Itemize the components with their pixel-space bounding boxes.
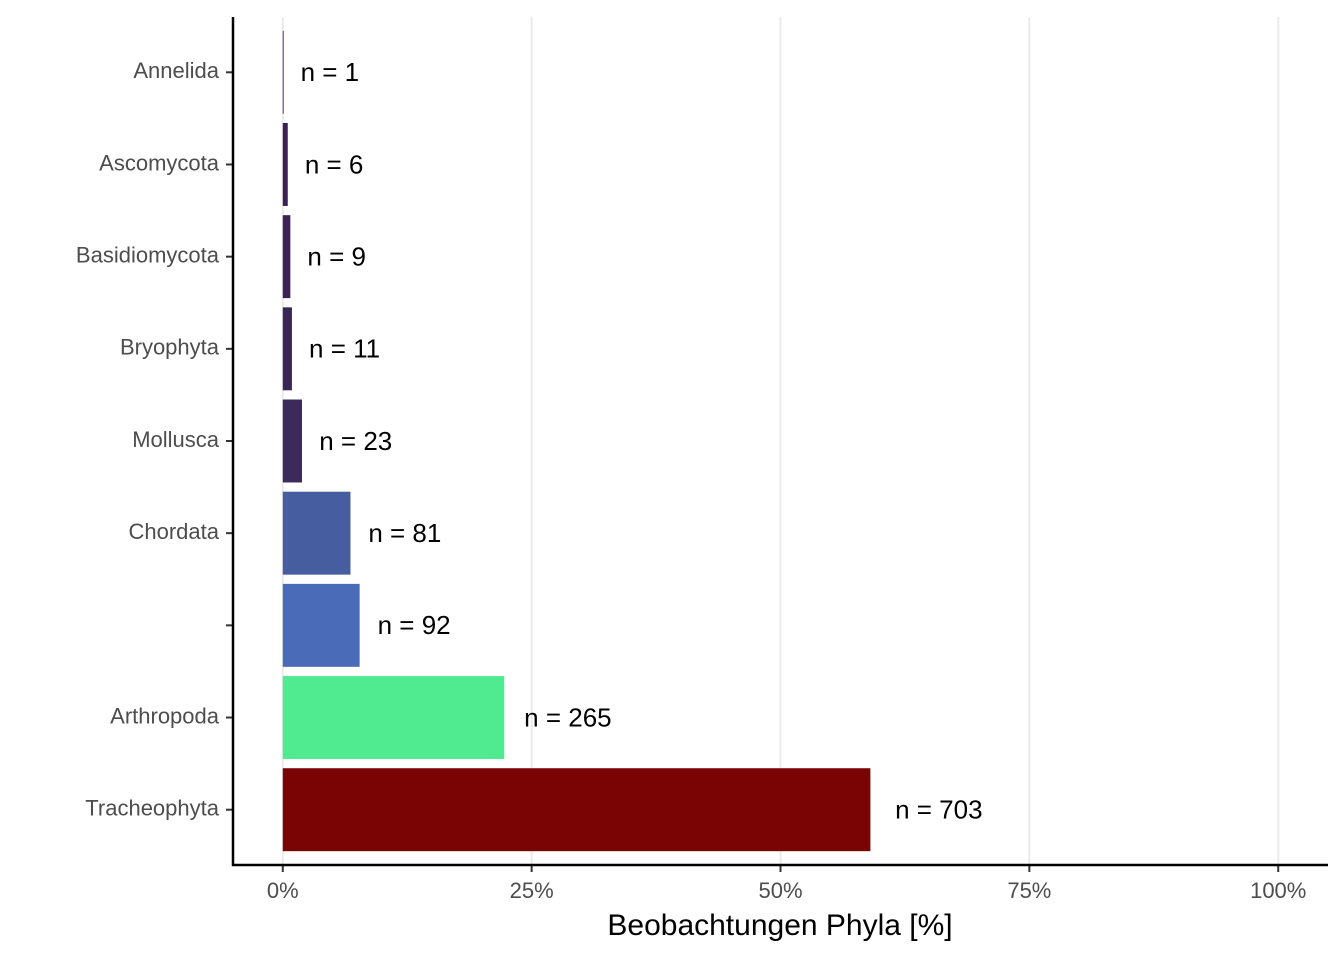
bar-label: n = 23: [319, 426, 392, 456]
x-tick-label: 50%: [758, 878, 802, 903]
bar: [282, 123, 288, 206]
y-tick-label: Mollusca: [132, 427, 220, 452]
x-axis-title: Beobachtungen Phyla [%]: [607, 909, 952, 942]
x-tick-label: 75%: [1007, 878, 1051, 903]
y-tick-label: Bryophyta: [120, 335, 220, 360]
bar: [282, 676, 505, 759]
bar-label: n = 6: [305, 149, 364, 179]
bar-label: n = 703: [895, 795, 982, 825]
bar-label: n = 11: [309, 334, 380, 364]
bar: [282, 30, 284, 114]
bar-label: n = 1: [301, 57, 360, 87]
x-tick-label: 0%: [267, 878, 299, 903]
x-tick-label: 25%: [510, 878, 554, 903]
bar: [282, 768, 871, 852]
bar: [282, 491, 351, 575]
y-tick-label: Tracheophyta: [85, 796, 219, 821]
bar: [282, 399, 302, 483]
bar: [282, 307, 292, 391]
bar-label: n = 265: [524, 702, 611, 732]
y-tick-label: Ascomycota: [99, 150, 220, 175]
y-tick-label: Arthropoda: [110, 703, 220, 728]
bar-label: n = 9: [307, 242, 366, 272]
x-tick-label: 100%: [1250, 878, 1306, 903]
bar: [282, 215, 291, 299]
bar-label: n = 92: [378, 610, 451, 640]
y-tick-label: Annelida: [133, 58, 219, 83]
y-tick-label: Basidiomycota: [76, 242, 220, 267]
bar-label: n = 81: [368, 518, 441, 548]
bar: [282, 583, 360, 667]
y-tick-label: Chordata: [128, 519, 219, 544]
